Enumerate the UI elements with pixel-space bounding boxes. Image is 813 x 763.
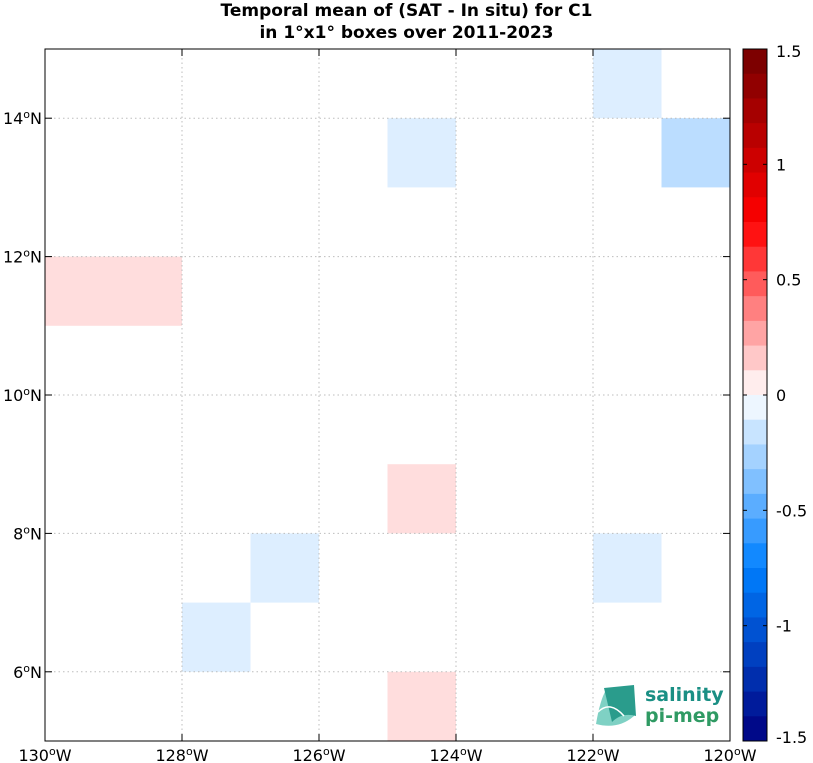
colorbar-swatch bbox=[743, 469, 767, 495]
colorbar-tick-label: -1.5 bbox=[776, 728, 807, 747]
y-tick-labels: 6oN 8oN 10oN 12oN 14oN bbox=[3, 108, 42, 682]
x-tick-label: 130oW bbox=[18, 745, 71, 763]
heatmap-cell bbox=[45, 256, 114, 326]
colorbar-tick-label: 0 bbox=[776, 386, 786, 405]
colorbar-swatch bbox=[743, 296, 767, 322]
chart-title-block: Temporal mean of (SAT - In situ) for C1 … bbox=[0, 0, 813, 44]
heatmap-cell bbox=[387, 464, 456, 534]
colorbar-swatch bbox=[743, 271, 767, 297]
heatmap-cell bbox=[113, 256, 182, 326]
x-tick-label: 126oW bbox=[292, 745, 345, 763]
colorbar-tick-label: 1.5 bbox=[776, 42, 801, 61]
logo-text-salinity: salinity bbox=[645, 684, 724, 706]
colorbar-tick-label: -0.5 bbox=[776, 501, 807, 520]
colorbar-swatch bbox=[743, 197, 767, 223]
colorbar-swatch bbox=[743, 716, 767, 742]
y-tick-label: 10oN bbox=[3, 385, 42, 405]
colorbar-swatch bbox=[743, 222, 767, 248]
heatmap-cell bbox=[593, 533, 662, 603]
colorbar-swatch bbox=[743, 246, 767, 272]
colorbar-swatch bbox=[743, 592, 767, 618]
colorbar-tick-label: -1 bbox=[776, 617, 792, 636]
colorbar-swatch bbox=[743, 642, 767, 668]
colorbar-tick-label: 1 bbox=[776, 155, 786, 174]
colorbar-swatch bbox=[743, 147, 767, 174]
x-tick-labels: 130oW 128oW 126oW 124oW 122oW 120oW bbox=[18, 745, 756, 763]
salinity-pi-mep-logo: salinity pi-mep bbox=[596, 684, 724, 727]
heatmap-cell bbox=[387, 118, 456, 188]
colorbar-swatch bbox=[743, 49, 767, 75]
colorbar-swatch bbox=[743, 123, 767, 149]
colorbar-swatch bbox=[743, 444, 767, 470]
colorbar bbox=[743, 49, 767, 742]
heatmap-cell bbox=[661, 118, 730, 188]
heatmap-cells bbox=[45, 49, 730, 741]
colorbar-swatch bbox=[743, 568, 767, 594]
colorbar-swatch bbox=[743, 73, 767, 99]
colorbar-swatch bbox=[743, 370, 767, 396]
colorbar-swatch bbox=[743, 320, 767, 347]
colorbar-swatch bbox=[743, 518, 767, 544]
colorbar-swatch bbox=[743, 98, 767, 124]
colorbar-swatch bbox=[743, 172, 767, 198]
chart-subtitle: in 1°x1° boxes over 2011-2023 bbox=[259, 23, 554, 43]
colorbar-swatch bbox=[743, 345, 767, 371]
colorbar-ticks: 1.5 1 0.5 0 -0.5 -1 -1.5 bbox=[743, 42, 807, 747]
colorbar-swatch bbox=[743, 617, 767, 643]
colorbar-tick-label: 0.5 bbox=[776, 271, 801, 290]
y-tick-label: 12oN bbox=[3, 247, 42, 267]
chart-title: Temporal mean of (SAT - In situ) for C1 bbox=[220, 1, 593, 21]
x-tick-label: 124oW bbox=[429, 745, 482, 763]
colorbar-swatch bbox=[743, 543, 767, 569]
axis-ticks bbox=[44, 49, 731, 741]
heatmap-cell bbox=[593, 49, 662, 119]
heatmap-cell bbox=[182, 602, 251, 672]
colorbar-swatch bbox=[743, 691, 767, 717]
colorbar-swatch bbox=[743, 395, 767, 421]
logo-text-pi-mep: pi-mep bbox=[645, 705, 719, 727]
colorbar-swatch bbox=[743, 666, 767, 693]
heatmap-cell bbox=[250, 533, 319, 603]
colorbar-swatch bbox=[743, 493, 767, 520]
y-tick-label: 14oN bbox=[3, 108, 42, 128]
x-tick-label: 122oW bbox=[566, 745, 619, 763]
y-tick-label: 8oN bbox=[13, 523, 42, 543]
colorbar-swatch bbox=[743, 419, 767, 445]
heatmap-cell bbox=[387, 671, 456, 741]
x-tick-label: 128oW bbox=[155, 745, 208, 763]
x-tick-label: 120oW bbox=[703, 745, 756, 763]
y-tick-label: 6oN bbox=[13, 662, 42, 682]
